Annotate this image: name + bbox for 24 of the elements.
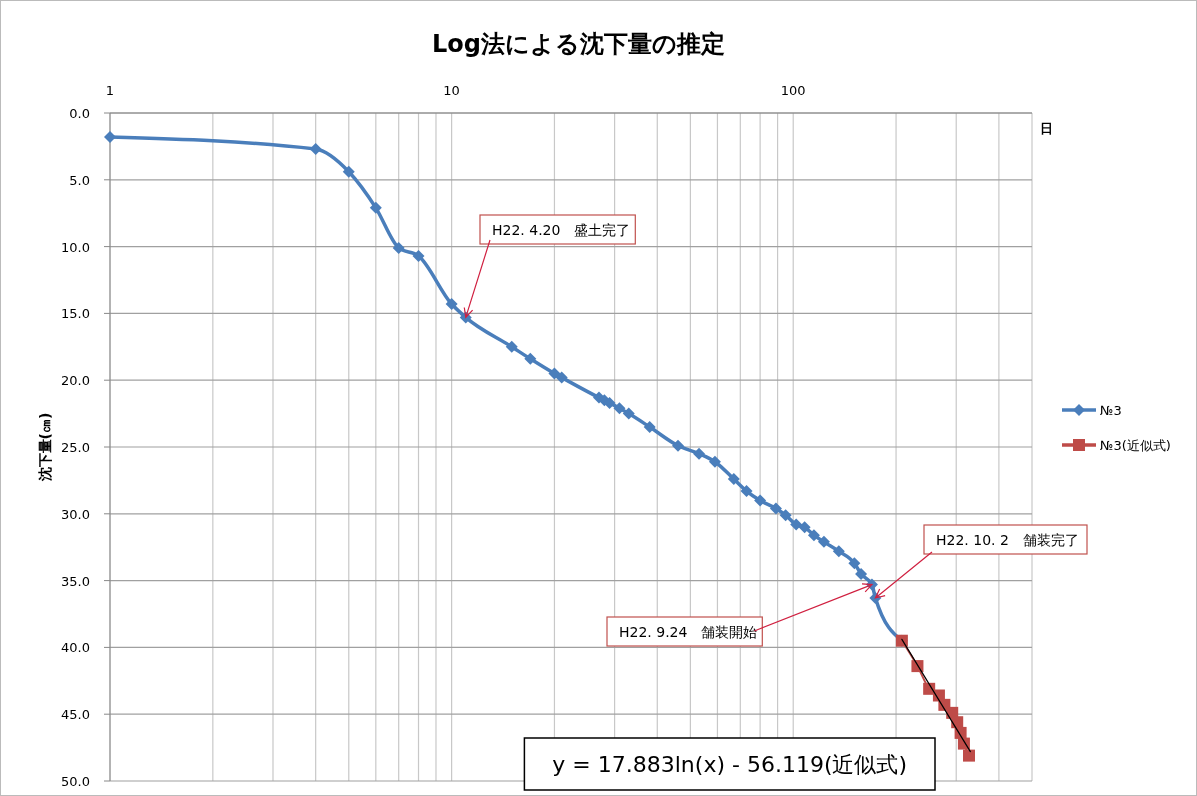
y-tick-label: 15.0	[61, 306, 90, 322]
y-tick-label: 40.0	[61, 640, 90, 656]
annotation: H22. 9.24 舗装開始	[619, 624, 758, 640]
y-axis-title: 沈下量(㎝)	[37, 412, 53, 483]
y-tick-label: 30.0	[61, 506, 90, 522]
annotation: H22. 10. 2 舗装完了	[936, 532, 1079, 548]
chart-title: Log法による沈下量の推定	[432, 30, 725, 58]
x-tick-label: 1	[105, 83, 115, 98]
annotation: y = 17.883ln(x) - 56.119(近似式)	[552, 752, 908, 777]
y-tick-label: 50.0	[61, 774, 90, 789]
x-axis-title: 日	[1039, 121, 1053, 136]
y-tick-label: 10.0	[61, 239, 90, 255]
legend-label: №3	[1100, 403, 1122, 418]
x-tick-label: 100	[780, 83, 806, 98]
y-tick-label: 20.0	[61, 373, 90, 389]
annotation: H22. 4.20 盛土完了	[492, 222, 631, 238]
formula-box: y = 17.883ln(x) - 56.119(近似式)	[523, 737, 936, 791]
legend-label: №3(近似式)	[1100, 438, 1171, 453]
y-tick-label: 5.0	[69, 172, 90, 188]
x-tick-label: 10	[443, 83, 460, 98]
y-tick-label: 45.0	[61, 707, 90, 723]
y-tick-label: 0.0	[69, 106, 90, 121]
y-tick-label: 25.0	[61, 440, 90, 455]
y-tick-label: 35.0	[61, 573, 90, 589]
